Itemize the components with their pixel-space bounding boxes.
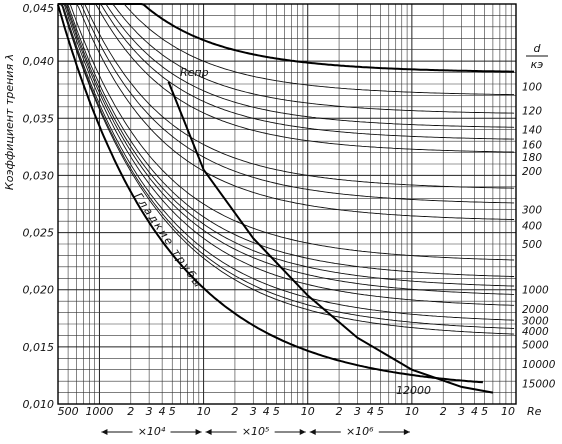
decade-label-bg-0 [132, 423, 171, 437]
x-tick-label: 5 [169, 405, 176, 418]
decade-label-2: ×10⁶ [346, 425, 374, 438]
right-label-160: 160 [522, 140, 542, 152]
x-tick-label: 10 [405, 405, 419, 418]
curve-10000 [58, 3, 515, 321]
right-label-300: 300 [522, 205, 542, 217]
x-tick-label: 3 [250, 405, 257, 418]
y-tick-label: 0,030 [23, 169, 55, 182]
x-tick-label: 4 [159, 405, 166, 418]
grid [57, 3, 517, 405]
right-label-100: 100 [522, 81, 542, 93]
x-tick-label: 3 [354, 405, 361, 418]
decade-label-1: ×10⁵ [242, 425, 270, 438]
curve-5000 [58, 3, 515, 306]
x-tick-label: 4 [471, 405, 478, 418]
x-tick-label: 4 [367, 405, 374, 418]
decade-label-0: ×10⁴ [138, 425, 166, 438]
x-tick-label: 2 [127, 405, 134, 418]
curve-180 [58, 3, 515, 140]
curve-2000 [58, 3, 515, 277]
curve-120 [58, 3, 515, 96]
x-tick-label: 10 [301, 405, 315, 418]
y-axis-label: Коэффициент трения λ [3, 54, 16, 190]
x-tick-label: 4 [263, 405, 270, 418]
curve-3000 [58, 3, 515, 287]
y-tick-label: 0,020 [23, 284, 55, 297]
y-tick-label: 0,045 [23, 2, 55, 15]
x-tick-label: 3 [146, 405, 153, 418]
curve-300 [58, 3, 515, 189]
y-tick-label: 0,010 [23, 398, 55, 411]
x-tick-label: 10 [501, 405, 515, 418]
x-tick-label: 1000 [85, 405, 113, 418]
plot-frame [57, 3, 517, 405]
right-label-200: 200 [522, 166, 542, 178]
curve-160 [58, 3, 515, 128]
right-axis-label-numerator: d [534, 42, 542, 55]
y-tick-label: 0,040 [23, 55, 55, 68]
curve-label-12000: 12000 [396, 384, 431, 397]
re-limit-label: Reпр [180, 66, 209, 79]
right-axis-label-denominator: кэ [531, 58, 544, 71]
y-tick-label: 0,025 [23, 227, 55, 240]
x-tick-labels: 500 1000 2 3 4 5 10 2 3 4 5 10 2 3 4 5 10 2 3 4 5 10 [58, 405, 515, 418]
right-label-4000: 4000 [522, 326, 549, 338]
decade-multipliers: ×10⁴ ×10⁵ ×10⁶ [101, 423, 410, 438]
smooth-pipe-curve [57, 4, 483, 384]
curve-4000 [58, 3, 515, 295]
y-tick-label: 0,035 [23, 112, 55, 125]
x-tick-label: 3 [458, 405, 465, 418]
right-label-15000: 15000 [522, 378, 556, 390]
right-label-10000: 10000 [522, 359, 556, 371]
x-tick-label: 5 [481, 405, 488, 418]
curve-400 [58, 3, 515, 204]
decade-label-bg-1 [236, 423, 275, 437]
curve-200 [58, 3, 515, 153]
curve-12000 [58, 3, 515, 329]
curve-140 [58, 3, 515, 114]
x-tick-label: 2 [336, 405, 343, 418]
curve-15000 [58, 3, 515, 335]
x-axis-label: Re [527, 405, 542, 418]
y-tick-labels: 0,010 0,015 0,020 0,025 0,030 0,035 0,040 0,045 [23, 2, 55, 411]
right-label-3000: 3000 [522, 316, 549, 328]
right-label-5000: 5000 [522, 340, 549, 352]
y-tick-label: 0,015 [23, 341, 55, 354]
x-tick-label: 2 [440, 405, 447, 418]
right-label-120: 120 [522, 105, 542, 117]
curve-1000 [58, 3, 515, 261]
x-tick-label: 5 [377, 405, 384, 418]
x-tick-label: 10 [197, 405, 211, 418]
x-tick-label: 2 [231, 405, 238, 418]
curve-500 [58, 3, 515, 220]
x-tick-label: 5 [273, 405, 280, 418]
right-label-400: 400 [522, 221, 542, 233]
right-label-2000: 2000 [522, 304, 549, 316]
re-limit-curve [167, 81, 494, 394]
curve-100 [58, 3, 515, 73]
roughness-curves [58, 3, 515, 335]
right-label-140: 140 [522, 125, 542, 137]
right-label-1000: 1000 [522, 285, 549, 297]
right-label-180: 180 [522, 152, 542, 164]
right-label-500: 500 [522, 239, 542, 251]
decade-label-bg-2 [340, 423, 379, 437]
x-tick-label: 500 [58, 405, 79, 418]
